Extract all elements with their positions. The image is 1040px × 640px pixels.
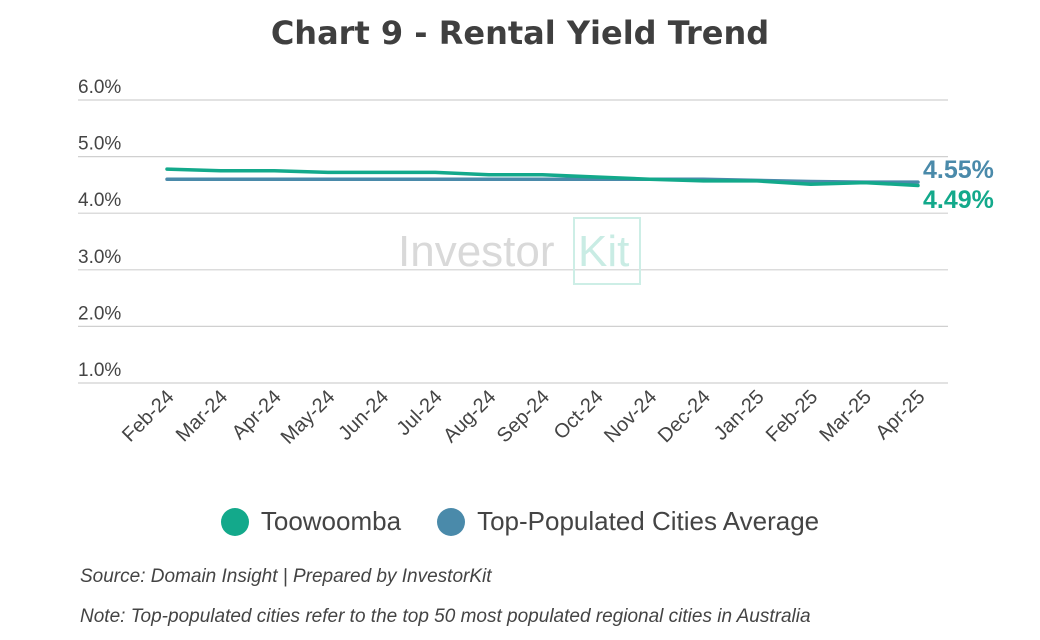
x-tick-label: Nov-24 xyxy=(600,386,661,447)
source-note: Source: Domain Insight | Prepared by Inv… xyxy=(80,566,492,587)
chart-title: Chart 9 - Rental Yield Trend xyxy=(270,14,770,52)
watermark-text-investor: Investor xyxy=(398,227,555,276)
series-line-toowoomba xyxy=(165,167,920,188)
y-tick-label: 5.0% xyxy=(78,134,121,155)
watermark-text-kit: Kit xyxy=(578,227,629,276)
footnote: Note: Top-populated cities refer to the … xyxy=(80,606,811,627)
x-tick-label: Jan-25 xyxy=(710,386,769,445)
x-tick-label: Feb-24 xyxy=(118,386,178,446)
end-labels: 4.55%4.49% xyxy=(923,156,994,214)
x-tick-label: Dec-24 xyxy=(654,386,715,447)
x-tick-label: Sep-24 xyxy=(493,386,554,447)
y-tick-label: 1.0% xyxy=(78,360,121,381)
end-value-label: 4.55% xyxy=(923,156,994,184)
x-tick-label: Jun-24 xyxy=(334,386,393,445)
x-tick-label: Mar-24 xyxy=(172,386,232,446)
x-tick-label: Apr-24 xyxy=(228,386,286,444)
series-line-top-populated xyxy=(165,177,920,184)
x-tick-label: Apr-25 xyxy=(872,386,930,444)
y-tick-label: 3.0% xyxy=(78,247,121,268)
legend-item-toowoomba: Toowoomba xyxy=(220,506,402,537)
x-tick-label: Oct-24 xyxy=(550,386,608,444)
legend: Toowoomba Top-Populated Cities Average xyxy=(0,506,1040,537)
y-tick-label: 4.0% xyxy=(78,190,121,211)
y-tick-label: 2.0% xyxy=(78,303,121,324)
investorkit-watermark: Investor Kit xyxy=(398,217,641,285)
series-lines xyxy=(165,167,920,188)
gridlines xyxy=(78,99,948,384)
legend-swatch-top-populated xyxy=(437,507,466,536)
y-axis-ticks: 1.0% 2.0% 3.0% 4.0% 5.0% 6.0% xyxy=(78,77,121,381)
legend-item-top-populated: Top-Populated Cities Average xyxy=(437,506,819,537)
x-tick-label: Feb-25 xyxy=(762,386,822,446)
watermark-box xyxy=(573,217,641,285)
x-tick-label: Mar-25 xyxy=(816,386,876,446)
legend-swatch-toowoomba xyxy=(220,507,249,536)
legend-label-toowoomba: Toowoomba xyxy=(260,506,402,536)
legend-label-top-populated: Top-Populated Cities Average xyxy=(477,506,820,536)
x-tick-label: Aug-24 xyxy=(439,386,500,447)
x-tick-label: May-24 xyxy=(277,386,340,449)
y-tick-label: 6.0% xyxy=(78,77,121,98)
end-value-label: 4.49% xyxy=(923,186,994,214)
